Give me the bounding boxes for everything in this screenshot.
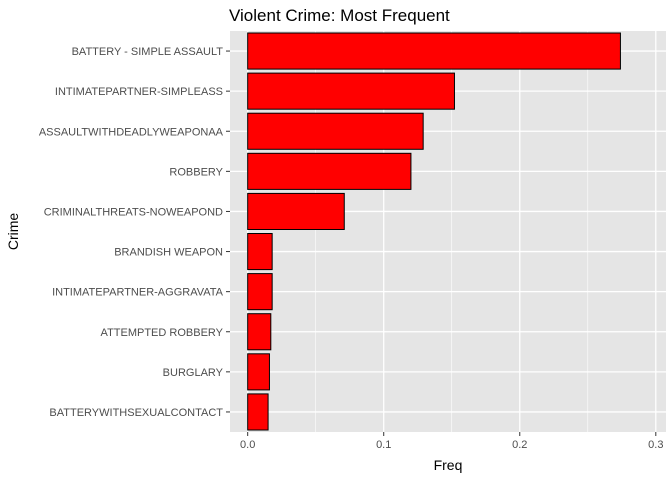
- category-label: BATTERY - SIMPLE ASSAULT: [72, 46, 224, 58]
- category-label: INTIMATEPARTNER-SIMPLEASS: [55, 86, 223, 98]
- category-label: BATTERYWITHSEXUALCONTACT: [49, 407, 223, 419]
- bar-4: [247, 192, 345, 230]
- category-labels: BATTERY - SIMPLE ASSAULT INTIMATEPARTNER-…: [39, 46, 230, 419]
- x-axis-title: Freq: [434, 457, 463, 473]
- y-axis-title: Crime: [5, 213, 21, 251]
- bar-1: [247, 72, 455, 110]
- category-label: BURGLARY: [163, 367, 224, 379]
- bar-8: [247, 353, 270, 391]
- bar-9: [247, 393, 269, 431]
- x-tick-label: 0.1: [376, 439, 391, 451]
- x-axis-ticks: 0.0 0.1 0.2 0.3: [240, 432, 663, 451]
- bar-7: [247, 313, 272, 351]
- bar-3: [247, 152, 412, 190]
- x-tick-label: 0.3: [648, 439, 663, 451]
- category-label: ATTEMPTED ROBBERY: [101, 327, 224, 339]
- bar-2: [247, 112, 424, 150]
- category-label: INTIMATEPARTNER-AGGRAVATA: [52, 287, 224, 299]
- chart-title: Violent Crime: Most Frequent: [229, 6, 450, 25]
- category-label: CRIMINALTHREATS-NOWEAPOND: [44, 206, 223, 218]
- bar-0: [247, 32, 621, 70]
- x-tick-label: 0.2: [512, 439, 527, 451]
- category-label: ROBBERY: [169, 166, 223, 178]
- category-label: ASSAULTWITHDEADLYWEAPONAA: [39, 126, 224, 138]
- x-tick-label: 0.0: [240, 439, 255, 451]
- bar-5: [247, 233, 273, 271]
- category-label: BRANDISH WEAPON: [114, 247, 223, 259]
- bar-6: [247, 273, 273, 311]
- bars: [247, 32, 621, 431]
